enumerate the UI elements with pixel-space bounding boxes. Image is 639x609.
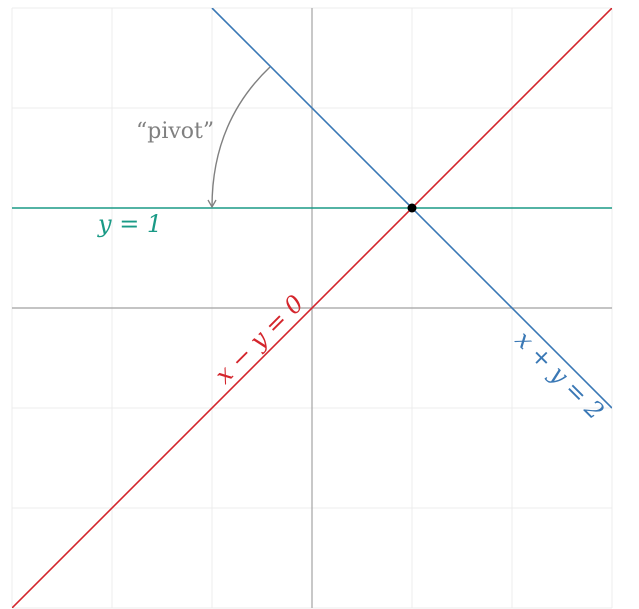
pivot-annotation: “pivot” [136, 119, 214, 144]
intersection-point [407, 203, 417, 213]
line-x-minus-y-equals-0 [12, 8, 612, 608]
pivot-arrow [207, 66, 271, 209]
line-label-teal: y = 1 [97, 210, 162, 238]
line-label-blue: x + y = 2 [510, 325, 610, 425]
line-label-red: x − y = 0 [209, 289, 309, 389]
